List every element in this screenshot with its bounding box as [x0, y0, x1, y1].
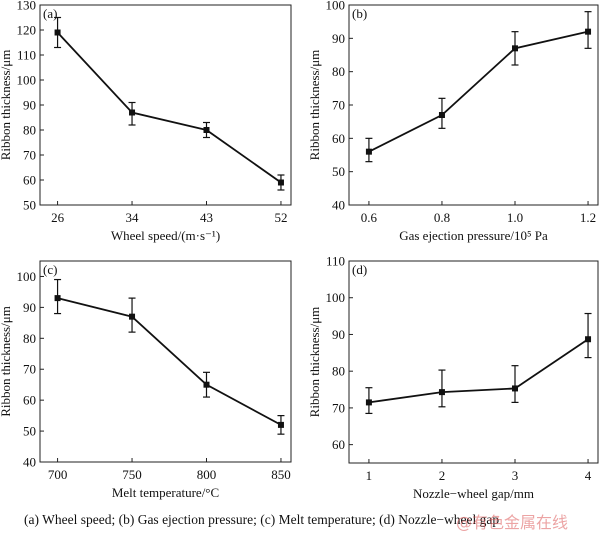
y-tick-label: 70 [332, 400, 345, 415]
plot-frame [348, 260, 599, 464]
x-tick-label: 1 [366, 468, 373, 483]
plot-frame [39, 4, 292, 206]
error-bar [511, 365, 519, 403]
y-axis-label: Ribbon thickness/μm [307, 50, 322, 161]
y-tick-label: 60 [332, 437, 345, 452]
y-tick-label: 50 [23, 198, 36, 213]
x-tick-label: 3 [512, 468, 519, 483]
data-point [585, 336, 592, 343]
watermark: @有色金属在线 [456, 513, 569, 532]
figure-caption: (a) Wheel speed; (b) Gas ejection pressu… [24, 512, 500, 527]
data-point [512, 45, 518, 52]
y-tick-label: 50 [23, 424, 36, 439]
y-tick-label: 40 [332, 198, 345, 213]
series-line [57, 297, 282, 426]
data-point [203, 127, 210, 133]
y-axis-label: Ribbon thickness/μm [0, 50, 13, 161]
y-tick-label: 70 [23, 148, 36, 163]
x-tick-label: 850 [271, 467, 291, 482]
data-point [365, 399, 372, 406]
x-tick-label: 43 [200, 210, 213, 225]
panel-label: (b) [352, 6, 367, 21]
data-point [203, 381, 210, 388]
y-tick-label: 110 [17, 48, 36, 63]
y-tick-label: 60 [23, 173, 36, 188]
y-tick-label: 80 [332, 364, 345, 379]
y-tick-label: 110 [326, 254, 345, 269]
x-axis-label: Gas ejection pressure/10⁵ Pa [399, 228, 548, 243]
y-tick-label: 130 [17, 0, 37, 13]
x-tick-label: 700 [48, 467, 68, 482]
y-axis-label: Ribbon thickness/μm [0, 306, 13, 417]
x-tick-label: 34 [126, 210, 140, 225]
y-tick-label: 70 [332, 98, 345, 113]
y-tick-label: 80 [23, 331, 36, 346]
x-tick-label: 800 [197, 467, 217, 482]
x-tick-label: 0.8 [434, 210, 450, 225]
plot-frame [348, 4, 599, 206]
y-tick-label: 60 [23, 393, 36, 408]
y-tick-label: 100 [326, 0, 346, 13]
data-point [365, 148, 372, 155]
data-point [277, 421, 284, 428]
panel-label: (a) [43, 6, 57, 21]
x-tick-label: 750 [122, 467, 142, 482]
y-tick-label: 90 [332, 31, 345, 46]
error-bar [584, 312, 592, 359]
y-tick-label: 90 [332, 327, 345, 342]
x-tick-label: 52 [274, 210, 287, 225]
x-tick-label: 4 [585, 468, 592, 483]
x-tick-label: 1.2 [580, 210, 596, 225]
data-point [277, 179, 284, 186]
y-tick-label: 70 [23, 362, 36, 377]
y-tick-label: 60 [332, 131, 345, 146]
y-tick-label: 80 [332, 64, 345, 79]
x-axis-label: Wheel speed/(m·s⁻¹) [111, 228, 220, 243]
data-point [129, 109, 136, 116]
error-bar [438, 369, 446, 408]
data-point [54, 295, 61, 302]
x-axis-label: Melt temperature/°C [112, 485, 219, 500]
data-point [512, 385, 518, 392]
series-line [368, 30, 589, 153]
chart-panel-d: 60 70 80 90 100 110 1 2 3 4 Nozzle−wheel gap/mm Rib… [307, 254, 599, 501]
data-point [438, 389, 445, 396]
x-tick-label: 1.0 [507, 210, 523, 225]
y-tick-label: 90 [23, 98, 36, 113]
data-point [129, 313, 136, 320]
y-axis-label: Ribbon thickness/μm [307, 307, 322, 418]
series-line [368, 338, 589, 404]
y-tick-label: 80 [23, 123, 36, 138]
plot-frame [39, 260, 292, 463]
y-tick-label: 50 [332, 164, 345, 179]
x-tick-label: 2 [439, 468, 446, 483]
y-tick-label: 100 [17, 269, 37, 284]
y-tick-label: 100 [326, 290, 346, 305]
series-line [56, 31, 282, 184]
x-tick-label: 26 [51, 210, 65, 225]
x-axis-label: Nozzle−wheel gap/mm [413, 486, 534, 501]
y-tick-label: 40 [23, 455, 36, 470]
chart-panel-a: 50 60 70 80 90 100 110 120 130 26 34 43 52 Wheel spee… [0, 0, 292, 243]
data-point [54, 29, 61, 36]
chart-panel-b: 40 50 60 70 80 90 100 0.6 0.8 1.0 1.2 Gas ejection … [307, 0, 599, 243]
data-point [438, 112, 445, 118]
panel-label: (c) [43, 262, 57, 277]
y-tick-label: 90 [23, 300, 36, 315]
data-point [585, 28, 592, 35]
panel-label: (d) [352, 262, 367, 277]
chart-panel-c: 40 50 60 70 80 90 100 700 750 800 850 Melt temperat… [0, 260, 292, 500]
x-tick-label: 0.6 [361, 210, 378, 225]
y-tick-label: 120 [17, 23, 37, 38]
y-tick-label: 100 [17, 73, 37, 88]
